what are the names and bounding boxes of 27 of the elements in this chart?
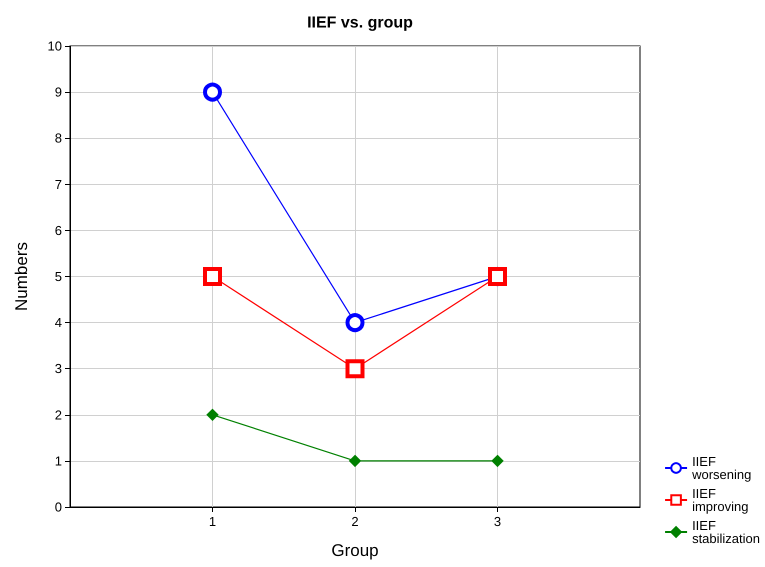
chart-title: IIEF vs. group — [307, 14, 414, 32]
y-tick-label: 7 — [54, 176, 62, 192]
point — [203, 82, 222, 102]
point — [492, 454, 504, 467]
legend-label: IIEF worsening — [691, 454, 752, 482]
point — [349, 454, 361, 467]
point — [346, 359, 364, 378]
y-tick-label: 6 — [54, 222, 62, 238]
x-tick-label: 2 — [351, 514, 359, 529]
legend-label: IIEF improving — [692, 486, 748, 514]
y-tick-label: 10 — [48, 38, 62, 54]
y-tick-label: 9 — [54, 84, 62, 100]
y-axis-title: Numbers — [12, 242, 31, 311]
x-tick-label: 1 — [208, 514, 216, 529]
legend-label: IIEF stabilization — [692, 518, 760, 546]
x-tick-label: 3 — [494, 514, 502, 529]
y-tick-label: 2 — [54, 407, 62, 422]
y-tick-label: 4 — [54, 315, 62, 330]
y-tick-label: 0 — [54, 500, 62, 514]
y-tick-label: 3 — [54, 361, 62, 376]
y-tick-label: 5 — [54, 269, 62, 284]
point — [203, 267, 222, 286]
x-axis-title: Group — [331, 541, 379, 560]
point — [206, 408, 218, 421]
y-tick-label: 8 — [54, 130, 62, 146]
point — [346, 313, 364, 332]
y-tick-label: 1 — [54, 453, 62, 468]
